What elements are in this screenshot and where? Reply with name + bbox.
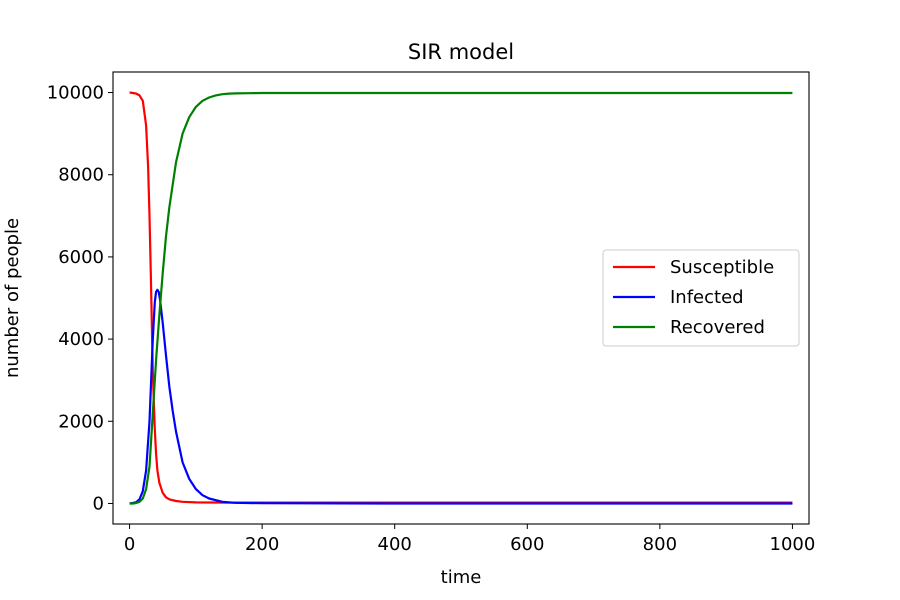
legend-label-infected: Infected — [670, 287, 744, 308]
y-tick-label: 8000 — [58, 165, 104, 186]
y-tick-label: 4000 — [58, 329, 104, 350]
chart-title: SIR model — [408, 40, 514, 64]
plot-frame — [112, 71, 810, 525]
series-line-recovered — [129, 91, 793, 505]
y-axis-label: number of people — [2, 218, 23, 378]
y-tick-label: 0 — [93, 493, 104, 514]
y-tick-label: 10000 — [47, 83, 104, 104]
legend-box — [602, 249, 800, 347]
x-tick-label: 1000 — [770, 534, 816, 555]
legend: Susceptible Infected Recovered — [602, 249, 800, 347]
legend-label-susceptible: Susceptible — [670, 257, 774, 278]
x-tick-label: 0 — [124, 534, 135, 555]
y-tick-label: 2000 — [58, 411, 104, 432]
x-tick-label: 600 — [510, 534, 544, 555]
x-tick-label: 400 — [378, 534, 412, 555]
x-tick-label: 200 — [245, 534, 279, 555]
x-axis-label: time — [441, 567, 482, 588]
x-axis-ticks: 0 200 400 600 800 1000 — [124, 524, 815, 555]
legend-label-recovered: Recovered — [670, 317, 765, 338]
plot-lines — [129, 91, 793, 505]
x-tick-label: 800 — [643, 534, 677, 555]
y-axis-ticks: 0 2000 4000 6000 8000 10000 — [47, 83, 113, 514]
series-line-infected — [129, 288, 793, 505]
y-tick-label: 6000 — [58, 247, 104, 268]
